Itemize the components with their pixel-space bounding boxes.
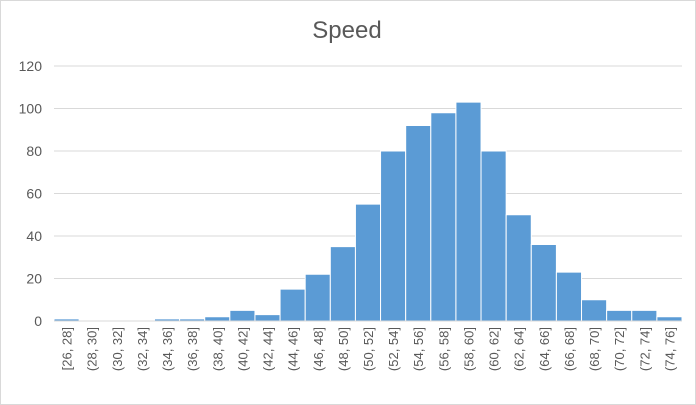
y-tick-label: 60 bbox=[26, 186, 42, 202]
bar bbox=[505, 214, 532, 322]
bar bbox=[430, 112, 457, 322]
x-tick-label: (52, 54] bbox=[386, 327, 401, 371]
y-tick-label: 80 bbox=[26, 143, 42, 159]
x-tick-label: (30, 32] bbox=[110, 327, 125, 371]
bar bbox=[480, 150, 507, 322]
x-tick-label: (58, 60] bbox=[461, 327, 476, 371]
y-tick-label: 40 bbox=[26, 228, 42, 244]
bar bbox=[555, 271, 583, 322]
x-tick-label: (28, 30] bbox=[85, 327, 100, 371]
bar bbox=[354, 203, 382, 322]
bar bbox=[204, 316, 231, 322]
x-tick-label: (56, 58] bbox=[436, 327, 451, 371]
x-tick-label: (48, 50] bbox=[336, 327, 351, 371]
y-tick-label: 0 bbox=[34, 313, 42, 329]
x-tick-label: (38, 40] bbox=[210, 327, 225, 371]
x-tick-label: (42, 44] bbox=[261, 327, 276, 371]
x-tick-label: (44, 46] bbox=[286, 327, 301, 371]
bar bbox=[279, 288, 306, 322]
x-axis-ticks: [26, 28] (28, 30] (30, 32] (32, 34] (34, 36]… bbox=[60, 327, 678, 371]
bar bbox=[380, 150, 407, 322]
y-tick-label: 120 bbox=[19, 58, 43, 74]
x-tick-label: (40, 42] bbox=[235, 327, 250, 371]
x-tick-label: (62, 64] bbox=[512, 327, 527, 371]
y-axis-ticks: 0 20 40 60 80 100 120 bbox=[19, 58, 43, 329]
x-tick-label: (36, 38] bbox=[185, 327, 200, 371]
bar bbox=[455, 101, 482, 322]
x-tick-label: (46, 48] bbox=[311, 327, 326, 371]
x-tick-label: (70, 72] bbox=[612, 327, 627, 371]
y-tick-label: 20 bbox=[26, 271, 42, 287]
bar bbox=[229, 309, 256, 322]
x-tick-label: (68, 70] bbox=[587, 327, 602, 371]
x-tick-label: (32, 34] bbox=[135, 327, 150, 371]
x-tick-label: (74, 76] bbox=[662, 327, 677, 371]
y-tick-label: 100 bbox=[19, 101, 43, 117]
x-tick-label: (72, 74] bbox=[637, 327, 652, 371]
x-tick-label: (64, 66] bbox=[537, 327, 552, 371]
x-tick-label: (34, 36] bbox=[160, 327, 175, 371]
x-tick-label: (60, 62] bbox=[487, 327, 502, 371]
bar bbox=[304, 273, 331, 322]
chart-title: Speed bbox=[312, 17, 381, 44]
bar bbox=[631, 309, 658, 322]
bar bbox=[329, 246, 356, 322]
bars bbox=[53, 101, 683, 322]
x-tick-label: (54, 56] bbox=[411, 327, 426, 371]
bar bbox=[606, 309, 633, 322]
bar bbox=[581, 299, 608, 322]
bar bbox=[405, 125, 432, 322]
bar bbox=[656, 316, 683, 322]
x-tick-label: (50, 52] bbox=[361, 327, 376, 371]
x-tick-label: [26, 28] bbox=[60, 327, 75, 370]
bar bbox=[530, 244, 557, 322]
x-tick-label: (66, 68] bbox=[562, 327, 577, 371]
bar bbox=[254, 314, 281, 322]
